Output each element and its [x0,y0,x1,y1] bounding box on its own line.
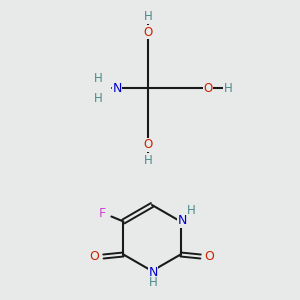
Text: O: O [89,250,99,263]
Text: H: H [224,82,232,94]
Text: O: O [143,26,153,38]
Text: H: H [144,154,152,166]
Text: O: O [203,82,213,94]
Text: O: O [205,250,214,263]
Text: H: H [144,11,152,23]
Text: N: N [148,266,158,280]
Text: N: N [112,82,122,94]
Text: H: H [148,277,158,290]
Text: H: H [187,204,196,217]
Text: O: O [143,139,153,152]
Text: H: H [94,92,102,104]
Text: N: N [178,214,187,227]
Text: F: F [99,207,106,220]
Text: H: H [94,71,102,85]
